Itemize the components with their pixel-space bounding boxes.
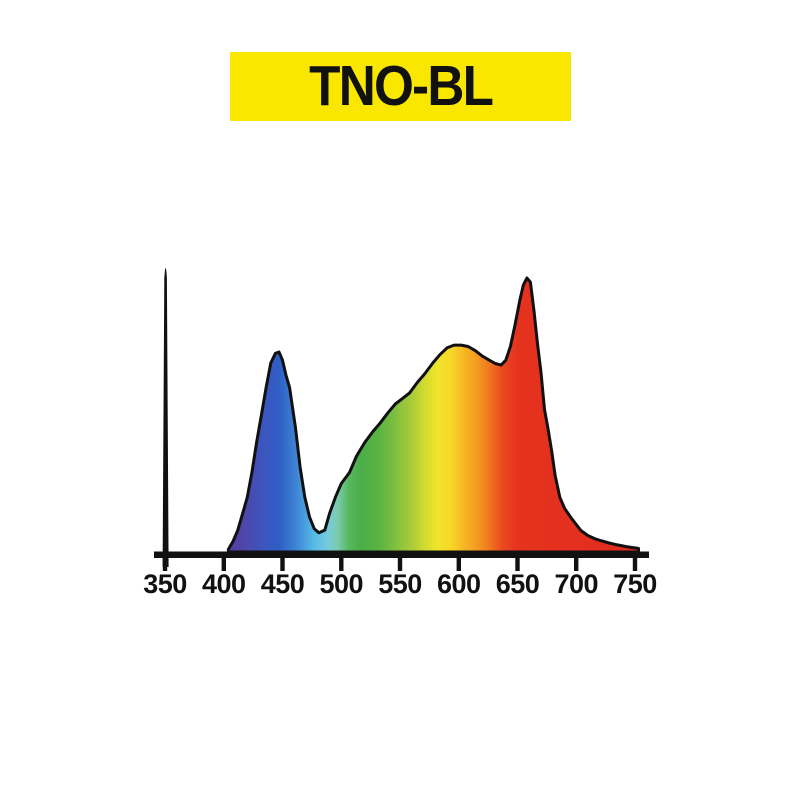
x-axis-tick-label: 550 (378, 569, 422, 599)
x-axis (154, 551, 649, 558)
x-axis-tick (397, 557, 403, 571)
x-axis-tick (221, 557, 226, 571)
x-axis-tick (515, 557, 520, 571)
x-axis-tick-label: 700 (554, 569, 598, 599)
x-axis-tick-label: 650 (496, 569, 540, 599)
x-axis-tick-label: 600 (437, 569, 481, 599)
x-axis-ticks: 350 400 450 500 550 600 650 700 750 (143, 557, 657, 599)
x-axis-tick (574, 557, 579, 571)
x-axis-tick (456, 557, 461, 571)
x-axis-tick-label: 400 (202, 569, 246, 599)
x-axis-tick (162, 557, 168, 571)
page-title: TNO-BL (309, 54, 494, 118)
x-axis-tick-label: 500 (319, 569, 363, 599)
x-axis-tick-label: 450 (261, 569, 305, 599)
x-axis-tick-label: 350 (143, 569, 187, 599)
spectrum-area-curve (226, 276, 640, 554)
y-axis (162, 268, 169, 567)
x-axis-tick (280, 557, 285, 571)
x-axis-tick (339, 557, 344, 571)
x-axis-tick (632, 557, 638, 571)
x-axis-tick-label: 750 (613, 569, 657, 599)
title-banner: TNO-BL (230, 52, 571, 121)
